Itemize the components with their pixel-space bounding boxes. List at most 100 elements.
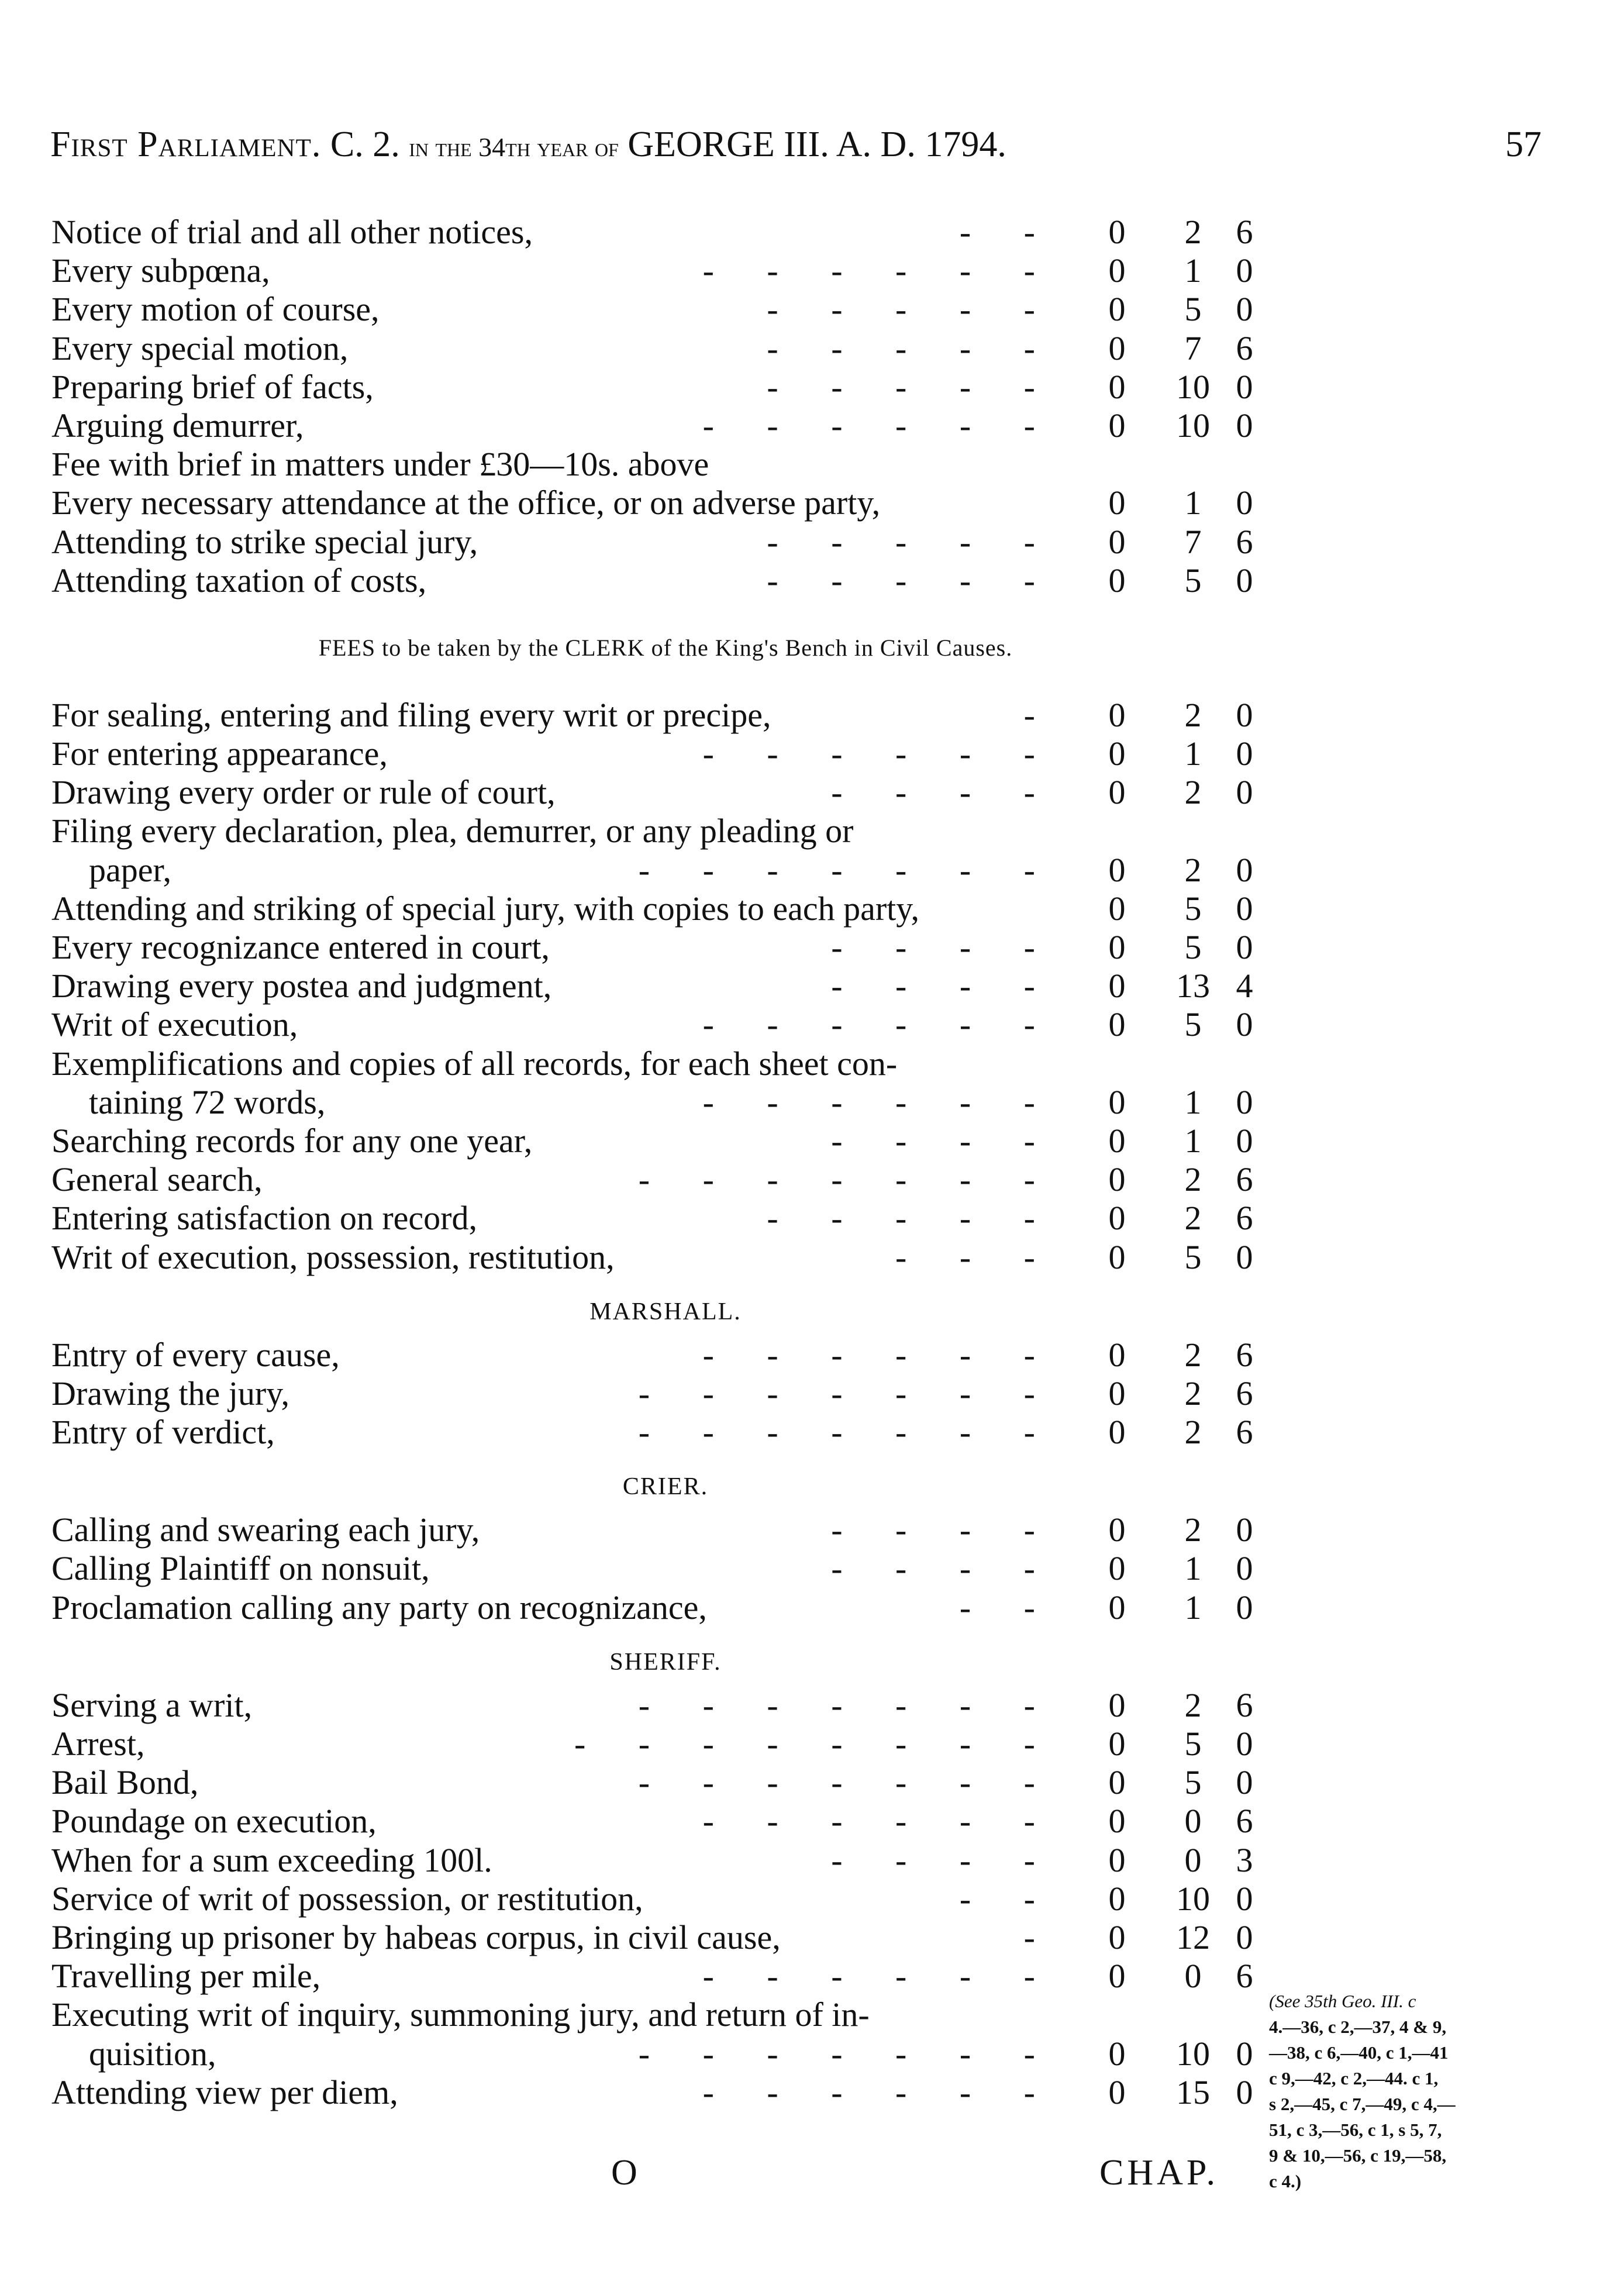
amount-pence: 0 xyxy=(1236,1879,1253,1918)
section-heading: SHERIFF. xyxy=(609,1648,722,1676)
dot-leaders: - - - - - - - - xyxy=(574,1725,1057,1763)
fee-item: Arrest, xyxy=(51,1725,145,1763)
header-year-phrase: in the 34th year of xyxy=(409,132,619,162)
dot-leaders: - - - - xyxy=(831,1549,1057,1588)
amount-pounds: 0 xyxy=(1108,1588,1126,1626)
dot-leaders: - - - - xyxy=(831,1841,1057,1879)
amount-pence: 6 xyxy=(1236,213,1253,251)
amount-pence: 6 xyxy=(1236,1413,1253,1452)
amount-pounds: 0 xyxy=(1108,522,1126,561)
amount-pounds: 0 xyxy=(1108,484,1126,522)
amount-pounds: 0 xyxy=(1108,850,1126,889)
amount-shillings: 1 xyxy=(1184,1121,1202,1160)
dot-leaders: - - - - - xyxy=(767,561,1057,599)
amount-pence: 6 xyxy=(1236,1335,1253,1374)
running-header: First Parliament. C. 2. in the 34th year… xyxy=(50,124,1577,171)
amount-shillings: 10 xyxy=(1176,406,1210,444)
dot-leaders: - - - - - xyxy=(767,1199,1057,1238)
fee-item: Every subpœna, xyxy=(51,251,270,290)
amount-pounds: 0 xyxy=(1108,2034,1126,2073)
amount-pounds: 0 xyxy=(1108,251,1126,290)
dot-leaders: - - xyxy=(959,1588,1057,1626)
amount-pence: 0 xyxy=(1236,1763,1253,1802)
fee-item: When for a sum exceeding 100l. xyxy=(51,1841,492,1879)
fee-item: Travelling per mile, xyxy=(51,1957,321,1996)
amount-pence: 6 xyxy=(1236,1686,1253,1724)
marginal-note-line: —38, c 6,—40, c 1,—41 xyxy=(1269,2042,1449,2063)
fee-row: For sealing, entering and filing every w… xyxy=(51,696,1280,735)
amount-shillings: 5 xyxy=(1184,290,1202,329)
amount-pounds: 0 xyxy=(1108,1083,1126,1121)
amount-pounds: 0 xyxy=(1108,1413,1126,1452)
marginal-note-line: s 2,—45, c 7,—49, c 4,— xyxy=(1269,2094,1456,2114)
amount-pence: 0 xyxy=(1236,889,1253,928)
amount-pence: 0 xyxy=(1236,1511,1253,1549)
amount-shillings: 2 xyxy=(1184,773,1202,812)
amount-shillings: 2 xyxy=(1184,1374,1202,1412)
dot-leaders: - - - - - - xyxy=(702,1083,1057,1121)
amount-pence: 0 xyxy=(1236,2073,1253,2111)
amount-pence: 0 xyxy=(1236,1918,1253,1956)
dot-leaders: - - - - - - xyxy=(702,735,1057,773)
amount-pounds: 0 xyxy=(1108,290,1126,329)
amount-pounds: 0 xyxy=(1108,1549,1126,1588)
dot-leaders: - - - - - xyxy=(767,290,1057,329)
header-reign: GEORGE III. A. D. 1794. xyxy=(627,125,1006,164)
dot-leaders: - - - - - - xyxy=(702,251,1057,290)
dot-leaders: - - xyxy=(959,1879,1057,1918)
amount-pounds: 0 xyxy=(1108,1005,1126,1044)
dot-leaders: - - - - - - - xyxy=(638,1160,1057,1199)
fee-row: Filing every declaration, plea, demurrer… xyxy=(51,812,1280,850)
fee-item: Every special motion, xyxy=(51,329,349,367)
dot-leaders: - - - - - xyxy=(767,522,1057,561)
fee-item: Writ of execution, possession, restituti… xyxy=(51,1238,615,1276)
fee-item: Drawing every postea and judgment, xyxy=(51,967,552,1005)
fee-row: Exemplifications and copies of all recor… xyxy=(51,1045,1280,1083)
amount-pence: 0 xyxy=(1236,1083,1253,1121)
amount-shillings: 5 xyxy=(1184,1238,1202,1276)
fee-item: Entry of every cause, xyxy=(51,1335,340,1374)
fee-item: Proclamation calling any party on recogn… xyxy=(51,1588,707,1626)
fee-item: Attending to strike special jury, xyxy=(51,522,478,561)
fee-item: Every necessary attendance at the office… xyxy=(51,484,881,522)
amount-pence: 0 xyxy=(1236,367,1253,406)
dot-leaders: - - - - xyxy=(831,967,1057,1005)
fee-item: Entering satisfaction on record, xyxy=(51,1199,477,1238)
amount-shillings: 5 xyxy=(1184,1005,1202,1044)
amount-pence: 0 xyxy=(1236,484,1253,522)
amount-pounds: 0 xyxy=(1108,773,1126,812)
amount-pounds: 0 xyxy=(1108,967,1126,1005)
amount-pence: 6 xyxy=(1236,329,1253,367)
amount-shillings: 2 xyxy=(1184,1413,1202,1452)
amount-shillings: 10 xyxy=(1176,1879,1210,1918)
amount-pounds: 0 xyxy=(1108,1238,1126,1276)
amount-pence: 0 xyxy=(1236,773,1253,812)
amount-pence: 4 xyxy=(1236,967,1253,1005)
amount-pounds: 0 xyxy=(1108,1686,1126,1724)
dot-leaders: - - - - - - xyxy=(702,2073,1057,2111)
fee-row: Preparing brief of facts, - - - - - 0 10 0 xyxy=(51,368,1280,406)
section-heading: FEES to be taken by the CLERK of the Kin… xyxy=(318,634,1013,661)
fee-item: Exemplifications and copies of all recor… xyxy=(51,1044,898,1083)
marginal-note-line: 51, c 3,—56, c 1, s 5, 7, xyxy=(1269,2120,1442,2140)
fee-row: Entering satisfaction on record, - - - - … xyxy=(51,1199,1280,1238)
amount-pence: 0 xyxy=(1236,1121,1253,1160)
amount-pence: 0 xyxy=(1236,2034,1253,2073)
fee-item: Bail Bond, xyxy=(51,1763,199,1802)
amount-pounds: 0 xyxy=(1108,928,1126,966)
fee-item: Every recognizance entered in court, xyxy=(51,928,550,966)
amount-shillings: 2 xyxy=(1184,1160,1202,1199)
fee-item: Every motion of course, xyxy=(51,290,380,329)
fee-item: Executing writ of inquiry, summoning jur… xyxy=(51,1996,870,2034)
fee-row: Searching records for any one year, - - -… xyxy=(51,1122,1280,1160)
header-chapter: C. 2. xyxy=(330,125,400,164)
marginal-note-line: 4.—36, c 2,—37, 4 & 9, xyxy=(1269,2017,1447,2037)
